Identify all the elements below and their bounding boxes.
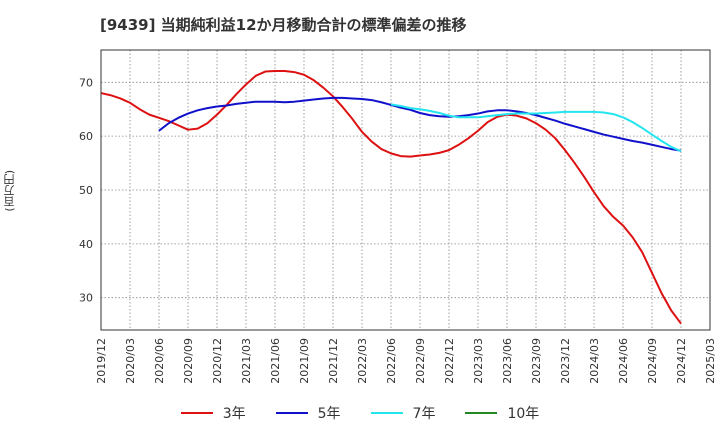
y-tick-labels: 30 40 50 60 70	[79, 76, 93, 304]
y-tick-label: 50	[79, 184, 93, 197]
x-tick-labels: 2019/12 2020/03 2020/06 2020/09 2020/12 2021/…	[95, 338, 717, 384]
x-tick-label: 2020/09	[182, 338, 195, 384]
legend-label: 7年	[412, 406, 436, 422]
x-tick-label: 2025/03	[704, 338, 717, 384]
x-tick-label: 2024/03	[588, 338, 601, 384]
series-lines	[100, 70, 682, 325]
legend-item: 3年	[180, 403, 246, 423]
series-line-7年	[390, 103, 682, 153]
y-tick-label: 40	[79, 238, 93, 251]
x-tick-label: 2024/09	[646, 338, 659, 384]
x-tick-label: 2021/03	[240, 338, 253, 384]
x-tick-label: 2023/12	[559, 338, 572, 384]
legend-swatch	[275, 412, 308, 414]
x-tick-label: 2020/03	[124, 338, 137, 384]
legend: 3年 5年 7年 10年	[0, 403, 720, 423]
legend-swatch	[465, 412, 498, 414]
series-line-5年	[158, 96, 682, 152]
x-tick-label: 2022/06	[385, 338, 398, 384]
x-tick-label: 2023/03	[472, 338, 485, 384]
plot-frame	[100, 49, 711, 331]
chart-title: [9439] 当期純利益12か月移動合計の標準偏差の推移	[100, 16, 467, 34]
x-tick-label: 2022/03	[356, 338, 369, 384]
legend-item: 10年	[465, 403, 539, 423]
x-tick-label: 2023/06	[501, 338, 514, 384]
legend-swatch	[180, 412, 213, 414]
legend-label: 5年	[317, 406, 341, 422]
legend-label: 10年	[507, 406, 540, 422]
x-tick-label: 2020/06	[153, 338, 166, 384]
legend-swatch	[370, 412, 403, 414]
x-tick-label: 2022/12	[443, 338, 456, 384]
x-tick-label: 2021/09	[298, 338, 311, 384]
y-tick-label: 60	[79, 130, 93, 143]
series-line-3年	[100, 70, 682, 325]
x-tick-label: 2022/09	[414, 338, 427, 384]
x-tick-label: 2024/12	[675, 338, 688, 384]
x-tick-label: 2024/06	[617, 338, 630, 384]
grid-lines	[100, 50, 711, 330]
y-tick-label: 30	[79, 292, 93, 305]
y-tick-label: 70	[79, 76, 93, 89]
legend-item: 5年	[275, 403, 341, 423]
x-tick-label: 2021/12	[327, 338, 340, 384]
x-tick-label: 2021/06	[269, 338, 282, 384]
legend-item: 7年	[370, 403, 436, 423]
x-tick-label: 2020/12	[211, 338, 224, 384]
x-tick-label: 2023/09	[530, 338, 543, 384]
x-tick-label: 2019/12	[95, 338, 108, 384]
legend-label: 3年	[222, 406, 246, 422]
